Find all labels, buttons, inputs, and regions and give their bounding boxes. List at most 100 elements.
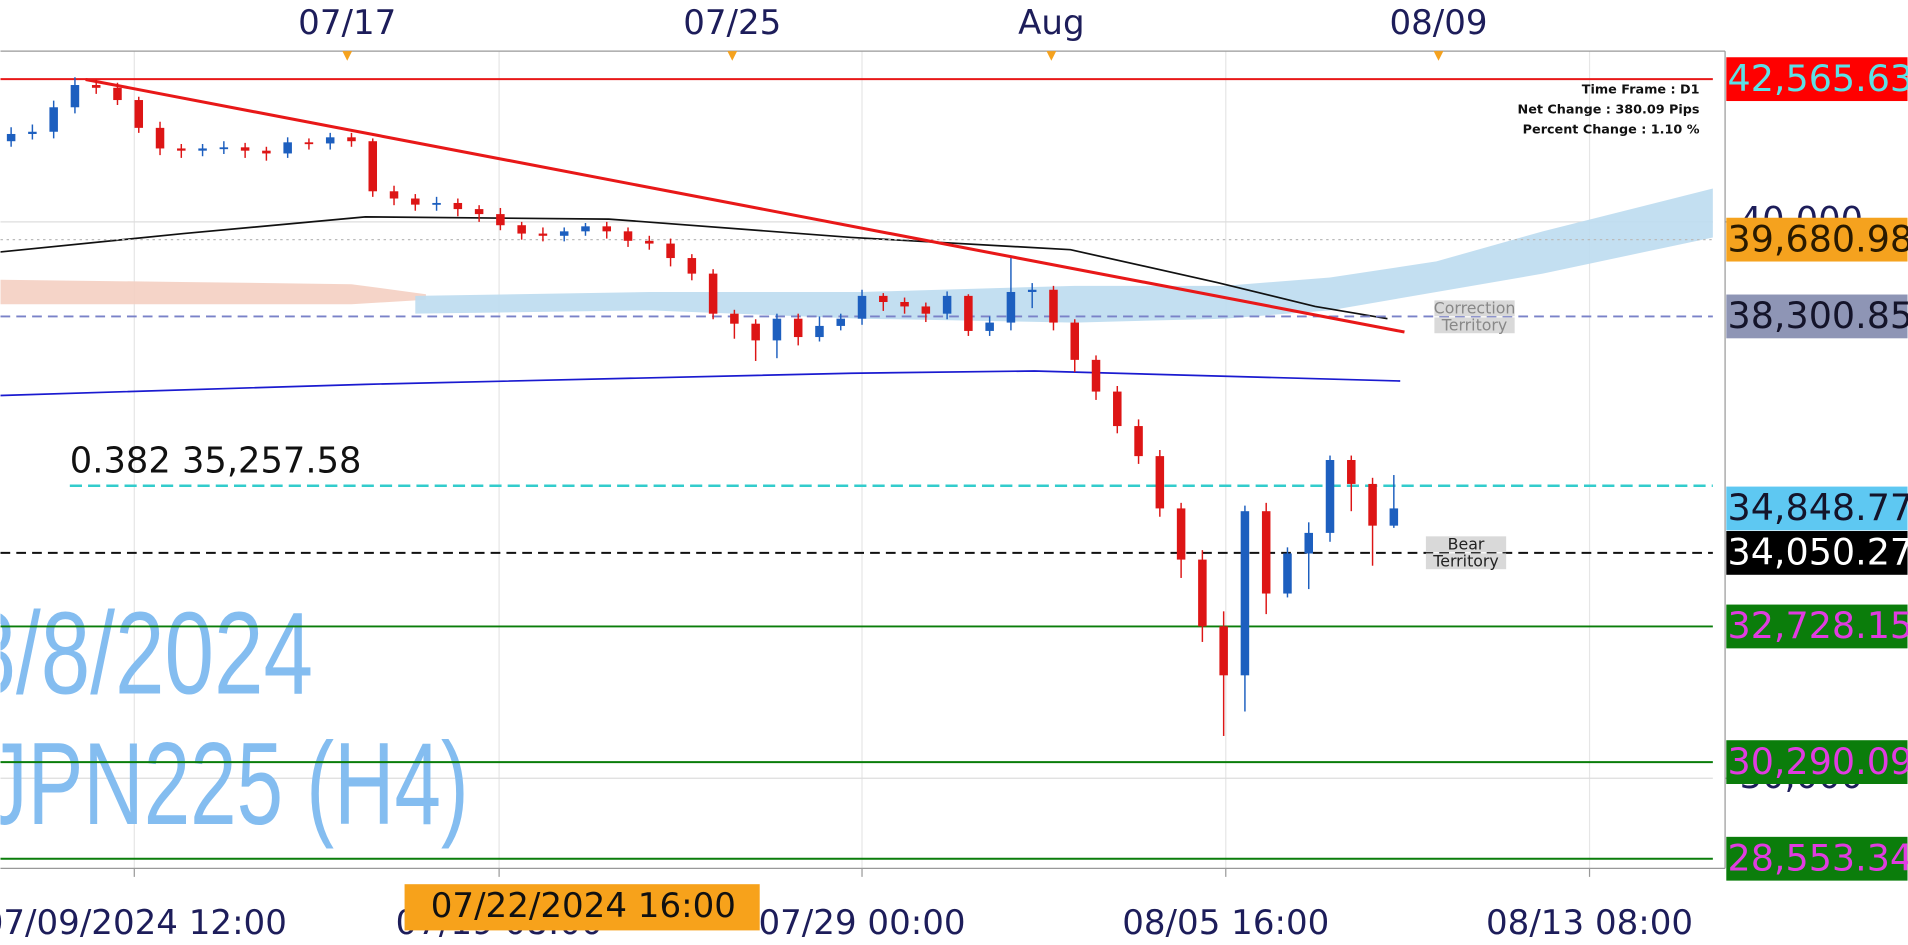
annotation-bg [1425, 553, 1507, 570]
candle-body [1347, 460, 1356, 484]
candle-body [134, 100, 144, 128]
info-text: Net Change : 380.09 Pips [1518, 103, 1700, 118]
moving-average [0, 216, 1388, 320]
top-tick-label: 07/17 [298, 3, 396, 43]
price-box [1726, 486, 1908, 531]
candle-body [1027, 289, 1037, 292]
candle-body [793, 318, 803, 338]
candle-body [219, 147, 229, 150]
candle-body [1198, 559, 1207, 627]
candle-body [772, 318, 782, 341]
candle-body [964, 295, 973, 331]
candle-body [262, 150, 271, 154]
price-box-label: 28,553.34 [1728, 836, 1908, 879]
candle-body [177, 148, 186, 151]
candle-body [1049, 289, 1058, 323]
candle-body [283, 142, 292, 154]
candle-body [1155, 456, 1165, 509]
top-tick [1433, 51, 1444, 61]
candle-body [538, 233, 548, 236]
candle-body [687, 258, 697, 274]
axes: 30,00040,00042,565.6339,680.9838,300.853… [0, 3, 1908, 943]
price-box-label: 32,728.15 [1728, 604, 1908, 647]
candle-body [921, 306, 931, 314]
top-tick-label: Aug [1018, 3, 1084, 43]
candle-body [602, 226, 612, 232]
top-tick [727, 51, 738, 61]
candle-body [517, 225, 526, 234]
candle-body [751, 323, 760, 341]
candle-body [49, 107, 58, 132]
annotation-text: Territory [1441, 315, 1507, 334]
candle-body [708, 273, 718, 314]
candle-body [645, 240, 654, 244]
x-tick-label: 07/09/2024 12:00 [0, 903, 287, 943]
annotation-text: Correction [1434, 298, 1516, 317]
candle-body [1389, 508, 1399, 526]
candle-body [347, 137, 356, 142]
candle-body [453, 202, 463, 210]
candle-body [70, 85, 80, 108]
cloud [415, 188, 1713, 323]
annotation-bg [1434, 300, 1515, 317]
watermark: 8/8/2024 [0, 588, 313, 719]
candle-body [155, 127, 165, 149]
candle-body [1261, 511, 1271, 594]
price-box [1726, 217, 1908, 262]
candle-body [559, 231, 569, 236]
candle-body [1368, 483, 1377, 526]
candle-body [198, 148, 207, 151]
candle-body [1325, 460, 1335, 533]
price-box [1726, 740, 1908, 784]
price-box [1726, 294, 1908, 339]
candle-body [623, 231, 633, 241]
candle-body [325, 137, 335, 144]
moving-average [0, 370, 1401, 397]
candle-body [879, 295, 888, 303]
candle-body [496, 214, 505, 226]
candle-body [1006, 291, 1016, 323]
candle-body [666, 243, 675, 259]
price-box-label: 42,565.63 [1728, 57, 1908, 100]
trendline [85, 77, 1405, 334]
candle-body [368, 141, 378, 192]
price-box [1726, 531, 1908, 575]
candle-body [985, 322, 994, 331]
candle-body [836, 318, 846, 326]
crosshair-box [404, 884, 760, 931]
candle-body [304, 142, 314, 145]
candle-body [581, 226, 590, 232]
candle-body [411, 198, 420, 205]
top-tick-label: 07/25 [683, 3, 781, 43]
candle-body [1134, 426, 1143, 457]
info-text: Time Frame : D1 [1582, 83, 1700, 98]
watermark: JPN225 (H4) [0, 718, 469, 849]
price-box-label: 34,848.77 [1728, 486, 1908, 529]
info-text: Percent Change : 1.10 % [1523, 123, 1700, 138]
price-box [1726, 836, 1908, 881]
x-tick-label: 07/29 00:00 [758, 903, 965, 943]
candle-body [857, 295, 867, 319]
crosshair-label: 07/22/2024 16:00 [431, 886, 736, 926]
candle-body [28, 131, 37, 134]
top-tick-label: 08/09 [1389, 3, 1487, 43]
price-box-label: 38,300.85 [1728, 294, 1908, 337]
candle-body [389, 191, 399, 199]
x-tick-label: 08/13 08:00 [1486, 903, 1693, 943]
price-box-label: 34,050.27 [1728, 531, 1908, 574]
candle-body [1304, 532, 1313, 554]
candle-body [900, 302, 909, 307]
price-box-label: 39,680.98 [1728, 217, 1908, 260]
candle-body [474, 209, 484, 215]
candle-body [730, 313, 739, 324]
annotation-text: Bear [1448, 534, 1485, 553]
price-box [1726, 604, 1908, 649]
price-box [1726, 57, 1908, 102]
candle-body [1176, 508, 1186, 560]
candle-body [113, 87, 122, 101]
price-box-label: 30,290.09 [1728, 740, 1908, 783]
candle-body [942, 295, 952, 314]
annotation-bg [1434, 317, 1515, 334]
